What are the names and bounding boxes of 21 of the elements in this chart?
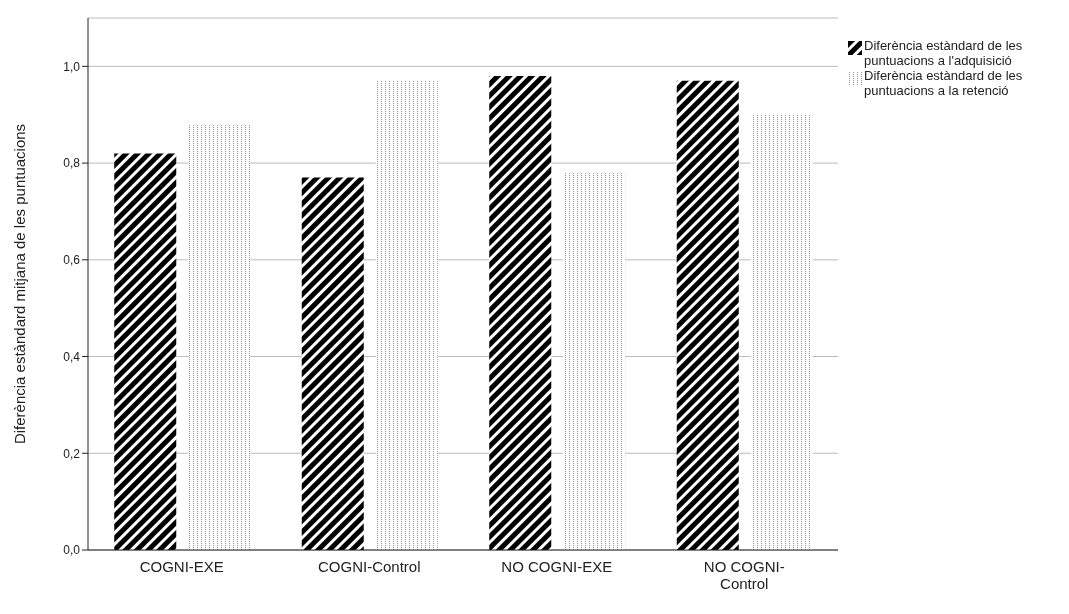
- bar: [375, 80, 438, 550]
- x-tick-label: COGNI-Control: [317, 558, 421, 575]
- y-tick-label: 0,4: [63, 349, 81, 364]
- text: Diferència estàndard de les puntuacions a l'adquisició: [864, 38, 1024, 68]
- bar: [114, 153, 177, 550]
- bar: [563, 172, 626, 550]
- y-tick-label: 0,8: [63, 156, 81, 171]
- y-axis-title: Diferència estàndard mitjana de les puntuacions: [11, 123, 29, 445]
- text: Diferència estàndard de les puntuacions a la retenció: [864, 68, 1024, 98]
- x-tick-label: NO COGNI-Control: [703, 558, 785, 592]
- y-tick-label: 0,6: [63, 253, 81, 268]
- x-tick-label: COGNI-EXE: [139, 558, 224, 575]
- x-tick-label: NO COGNI-EXE: [501, 558, 613, 575]
- bar: [750, 114, 813, 550]
- bar: [301, 177, 364, 550]
- y-tick-label: 0,0: [63, 543, 81, 558]
- bar: [489, 76, 552, 550]
- y-tick-label: 0,2: [63, 446, 81, 461]
- bar: [676, 80, 739, 550]
- y-tick-label: 1,0: [63, 59, 81, 74]
- bar: [188, 124, 251, 550]
